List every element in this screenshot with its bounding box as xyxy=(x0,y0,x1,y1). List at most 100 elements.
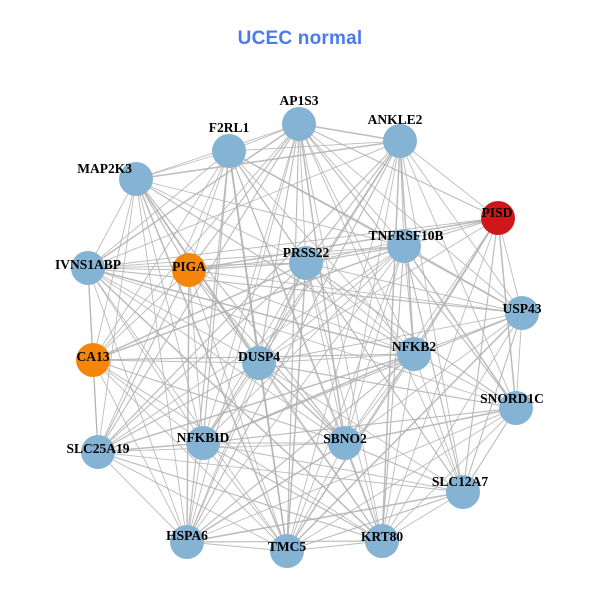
edge-line xyxy=(228,150,383,542)
graph-node[interactable] xyxy=(505,296,539,330)
edge-line xyxy=(399,140,517,409)
graph-node[interactable] xyxy=(172,253,206,287)
graph-node[interactable] xyxy=(119,162,153,196)
edge-line xyxy=(228,150,415,355)
edge-line xyxy=(202,245,405,444)
edge-line xyxy=(228,140,401,152)
edge-line xyxy=(188,269,523,314)
edge-line xyxy=(344,442,464,493)
edge-line xyxy=(186,245,405,543)
edge-line xyxy=(135,178,204,444)
graph-node[interactable] xyxy=(242,346,276,380)
graph-node[interactable] xyxy=(446,475,480,509)
graph-node[interactable] xyxy=(481,201,515,235)
edge-line xyxy=(186,442,346,543)
edge-line xyxy=(186,262,307,543)
graph-node[interactable] xyxy=(387,229,421,263)
edge-line xyxy=(92,178,137,361)
edge-line xyxy=(344,245,405,444)
edge-line xyxy=(258,362,346,444)
graph-node[interactable] xyxy=(365,524,399,558)
page-title: UCEC normal xyxy=(237,28,363,49)
edge-line xyxy=(298,123,415,355)
graph-node[interactable] xyxy=(170,525,204,559)
edge-line xyxy=(92,359,204,444)
graph-node[interactable] xyxy=(397,337,431,371)
graph-node[interactable] xyxy=(76,343,110,377)
edge-line xyxy=(286,123,300,552)
graph-node-label: TMC5 xyxy=(268,539,306,554)
edge-line xyxy=(186,269,190,543)
edge-line xyxy=(403,245,464,493)
edge-line xyxy=(87,267,204,444)
edge-line xyxy=(87,140,401,269)
graph-node-label: AP1S3 xyxy=(279,93,318,108)
edge-line xyxy=(92,359,288,552)
graph-node[interactable] xyxy=(212,134,246,168)
edge-line xyxy=(97,451,288,552)
edge-line xyxy=(92,359,383,542)
edge-line xyxy=(188,217,499,271)
edge-line xyxy=(135,178,307,264)
edges-layer xyxy=(87,123,523,552)
edge-line xyxy=(381,245,405,542)
edge-line xyxy=(188,269,288,552)
graph-node[interactable] xyxy=(186,426,220,460)
edge-line xyxy=(298,123,405,247)
edge-line xyxy=(186,491,464,543)
edge-line xyxy=(97,451,383,542)
graph-node[interactable] xyxy=(328,426,362,460)
edge-line xyxy=(135,178,288,552)
labels-layer: AP1S3 ANKLE2 F2RL1 MAP2K3 PISD TNFRSF10B PRSS2… xyxy=(55,93,544,554)
edge-line xyxy=(186,353,415,543)
edge-line xyxy=(344,442,383,542)
graph-node-label: NFKB2 xyxy=(392,339,437,354)
edge-line xyxy=(202,353,415,444)
graph-node-label: DUSP4 xyxy=(238,349,280,364)
graph-node[interactable] xyxy=(499,391,533,425)
graph-node[interactable] xyxy=(289,246,323,280)
edge-line xyxy=(97,442,346,453)
graph-node[interactable] xyxy=(270,534,304,568)
edge-line xyxy=(344,217,499,444)
edge-line xyxy=(186,150,230,543)
edge-line xyxy=(258,245,405,364)
graph-node-label: HSPA6 xyxy=(166,528,208,543)
graph-node[interactable] xyxy=(282,107,316,141)
graph-node[interactable] xyxy=(81,435,115,469)
edge-line xyxy=(305,262,383,542)
graph-node-label: SBNO2 xyxy=(323,431,367,446)
edge-line xyxy=(258,362,464,493)
graph-node-label: CA13 xyxy=(77,349,110,364)
edge-line xyxy=(258,353,415,364)
edge-line xyxy=(87,267,188,543)
graph-node[interactable] xyxy=(383,124,417,158)
graph-node-label: MAP2K3 xyxy=(77,161,132,176)
edge-line xyxy=(344,407,517,444)
edge-line xyxy=(258,123,300,364)
graph-node-label: USP43 xyxy=(502,301,541,316)
edge-line xyxy=(298,123,346,444)
edge-line xyxy=(188,269,415,355)
graph-node-label: PRSS22 xyxy=(283,245,330,260)
edge-line xyxy=(87,150,230,269)
edge-line xyxy=(188,269,204,444)
edge-line xyxy=(97,150,230,453)
graph-node-label: F2RL1 xyxy=(209,120,250,135)
edge-line xyxy=(135,178,188,543)
edge-line xyxy=(186,123,300,543)
edge-line xyxy=(92,269,190,361)
edge-line xyxy=(286,140,401,552)
edge-line xyxy=(258,217,499,364)
edge-line xyxy=(344,140,401,444)
edge-line xyxy=(92,262,307,361)
edge-line xyxy=(135,178,405,247)
graph-node[interactable] xyxy=(71,251,105,285)
edge-line xyxy=(305,262,464,493)
edge-line xyxy=(188,262,307,271)
edge-line xyxy=(188,150,230,271)
edge-line xyxy=(87,267,517,409)
edge-line xyxy=(381,217,499,542)
